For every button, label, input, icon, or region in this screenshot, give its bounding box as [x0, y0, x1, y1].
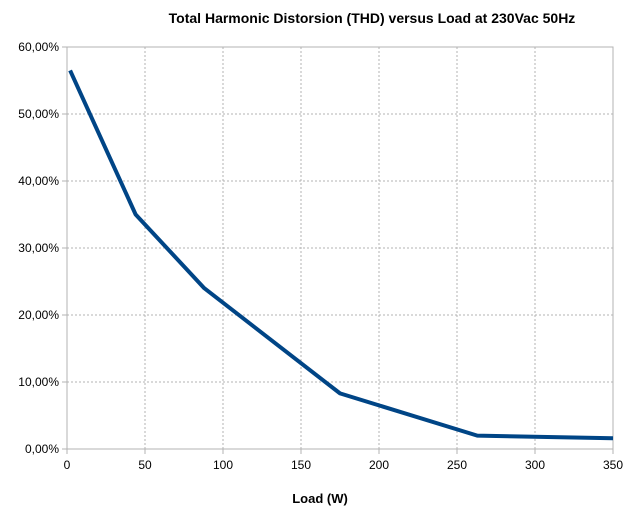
x-tick-label: 300 — [525, 458, 545, 472]
y-tick-label: 40,00% — [18, 174, 59, 188]
x-tick-label: 150 — [291, 458, 311, 472]
y-tick-label: 50,00% — [18, 107, 59, 121]
x-tick-label: 350 — [603, 458, 623, 472]
y-tick-label: 30,00% — [18, 241, 59, 255]
x-tick-label: 0 — [64, 458, 71, 472]
thd-series-line — [68, 69, 614, 441]
x-axis-label: Load (W) — [292, 491, 348, 506]
series-layer — [68, 69, 614, 441]
x-tick-label: 250 — [447, 458, 467, 472]
x-tick-label: 200 — [369, 458, 389, 472]
y-tick-label: 60,00% — [18, 40, 59, 54]
chart-title: Total Harmonic Distorsion (THD) versus L… — [169, 10, 576, 26]
y-axis-ticks: 0,00% 10,00% 20,00% 30,00% 40,00% 50,00% 60,00… — [18, 40, 67, 456]
y-tick-label: 10,00% — [18, 375, 59, 389]
x-axis-ticks: 0 50 100 150 200 250 300 350 — [64, 449, 623, 472]
x-tick-label: 100 — [213, 458, 233, 472]
y-tick-label: 0,00% — [25, 442, 59, 456]
y-tick-label: 20,00% — [18, 308, 59, 322]
grid-lines — [66, 46, 614, 450]
x-tick-label: 50 — [138, 458, 152, 472]
